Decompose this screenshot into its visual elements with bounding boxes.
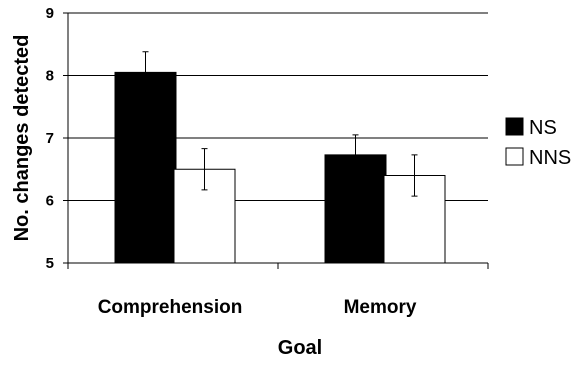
legend: NS NNS — [505, 117, 571, 169]
y-axis-title: No. changes detected — [11, 35, 33, 242]
bars — [114, 51, 446, 264]
x-axis-title: Goal — [278, 337, 322, 359]
x-category-label: Comprehension — [98, 297, 243, 318]
bar-ns-comprehension — [114, 71, 177, 264]
legend-label-ns: NS — [529, 117, 557, 139]
x-category-labels: Comprehension Memory — [98, 297, 417, 318]
y-tick-label: 8 — [46, 68, 54, 85]
axes — [63, 12, 489, 269]
y-tick-label: 5 — [46, 255, 54, 272]
y-tick-label: 7 — [46, 130, 54, 147]
legend-swatch-nns — [505, 147, 524, 166]
y-tick-label: 6 — [46, 193, 54, 210]
y-tick-label: 9 — [46, 5, 54, 22]
y-tick-labels: 5 6 7 8 9 — [46, 5, 54, 272]
legend-swatch-ns — [505, 117, 524, 136]
x-category-label: Memory — [344, 297, 417, 318]
legend-label-nns: NNS — [529, 147, 571, 169]
